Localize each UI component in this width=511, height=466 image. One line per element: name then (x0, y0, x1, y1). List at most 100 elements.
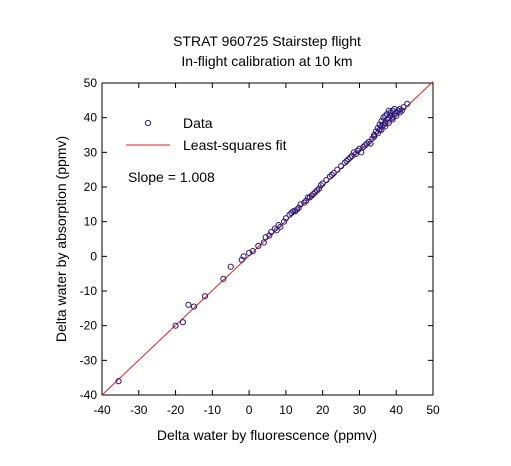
data-point (328, 171, 335, 178)
data-point (266, 232, 273, 239)
y-tick-label: 40 (84, 111, 98, 125)
y-tick-label: 30 (84, 145, 98, 159)
chart-title-line-2: In-flight calibration at 10 km (181, 53, 352, 69)
data-point (240, 253, 247, 260)
x-tick-label: 10 (279, 403, 293, 417)
data-point (347, 154, 354, 161)
x-tick-label: -20 (167, 403, 185, 417)
data-point (352, 150, 359, 158)
plot-area: -40 -30 -20 -10 0 10 20 30 40 50 -40 -30 -20 -10 0 10 2… (80, 76, 440, 417)
data-point (201, 293, 209, 300)
data-point (277, 223, 284, 230)
data-point (393, 109, 400, 116)
data-point (312, 189, 319, 196)
data-point (323, 176, 330, 184)
data-point (314, 187, 321, 194)
data-point (396, 105, 403, 113)
data-point (369, 135, 376, 142)
data-point (291, 208, 299, 215)
y-tick-label: 50 (84, 76, 98, 90)
data-point (404, 100, 411, 107)
data-point (372, 128, 380, 135)
data-point (367, 140, 374, 147)
legend-fit-label: Least-squares fit (183, 137, 287, 153)
data-point (271, 225, 278, 232)
data-point (385, 119, 392, 126)
data-point (249, 248, 256, 255)
x-axis-ticks: -40 -30 -20 -10 0 10 20 30 40 50 (93, 83, 440, 417)
y-tick-label: -20 (80, 319, 98, 333)
data-point (394, 107, 402, 114)
data-point (378, 126, 385, 133)
data-point (383, 111, 391, 118)
data-point (374, 124, 381, 132)
x-tick-label: 50 (426, 403, 440, 417)
data-point (288, 209, 295, 217)
plot-frame (101, 82, 434, 396)
data-point (172, 322, 179, 329)
data-point (348, 152, 356, 159)
data-point (317, 182, 324, 189)
data-point (354, 147, 361, 154)
data-point (238, 256, 245, 263)
data-point (306, 194, 313, 201)
data-point (356, 145, 363, 152)
data-point (293, 206, 301, 213)
data-point (315, 185, 323, 192)
chart-title-line-1: STRAT 960725 Stairstep flight (173, 33, 361, 49)
x-tick-label: 20 (316, 403, 330, 417)
data-point (319, 180, 326, 187)
data-point (295, 204, 302, 211)
x-tick-label: 30 (353, 403, 367, 417)
data-point (360, 144, 367, 151)
y-axis-ticks: -40 -30 -20 -10 0 10 20 30 40 50 (80, 76, 433, 402)
data-point (179, 319, 187, 326)
data-point (297, 201, 304, 208)
data-point (371, 133, 378, 140)
y-tick-label: 20 (84, 180, 98, 194)
y-tick-label: 10 (84, 215, 98, 229)
data-point (304, 194, 312, 201)
data-point (358, 149, 365, 156)
data-point (286, 211, 293, 218)
data-point (282, 215, 289, 222)
data-point (308, 192, 315, 199)
y-tick-label: -30 (80, 353, 98, 367)
y-tick-label: -10 (80, 284, 98, 298)
data-point (378, 118, 385, 125)
data-point (350, 149, 358, 156)
data-point (380, 121, 387, 128)
data-point (301, 199, 308, 206)
data-point (227, 263, 234, 270)
legend: Data Least-squares fit (126, 115, 287, 153)
x-tick-label: 40 (390, 403, 404, 417)
data-point (393, 112, 400, 120)
data-point (220, 275, 227, 282)
data-point (389, 116, 396, 123)
data-point (326, 173, 334, 180)
data-point (280, 218, 288, 225)
data-point (382, 119, 389, 126)
data-point (290, 208, 297, 215)
x-tick-label: -40 (93, 403, 111, 417)
x-axis-label: Delta water by fluorescence (ppmv) (157, 427, 377, 443)
data-point (361, 142, 369, 149)
data-point (262, 234, 269, 241)
data-point (345, 156, 352, 163)
data-point (376, 121, 383, 128)
data-point (396, 109, 403, 116)
data-point (334, 166, 341, 173)
legend-data-label: Data (183, 115, 213, 131)
data-point (389, 114, 396, 121)
data-point (246, 249, 253, 256)
data-point (343, 157, 350, 165)
data-point (400, 104, 407, 111)
data-point (255, 242, 262, 250)
data-point (190, 303, 198, 310)
legend-data-marker (144, 119, 152, 127)
data-point (341, 159, 348, 166)
y-tick-label: -40 (80, 388, 98, 402)
y-tick-label: 0 (90, 249, 97, 263)
data-point (273, 227, 280, 234)
data-point (303, 197, 310, 204)
